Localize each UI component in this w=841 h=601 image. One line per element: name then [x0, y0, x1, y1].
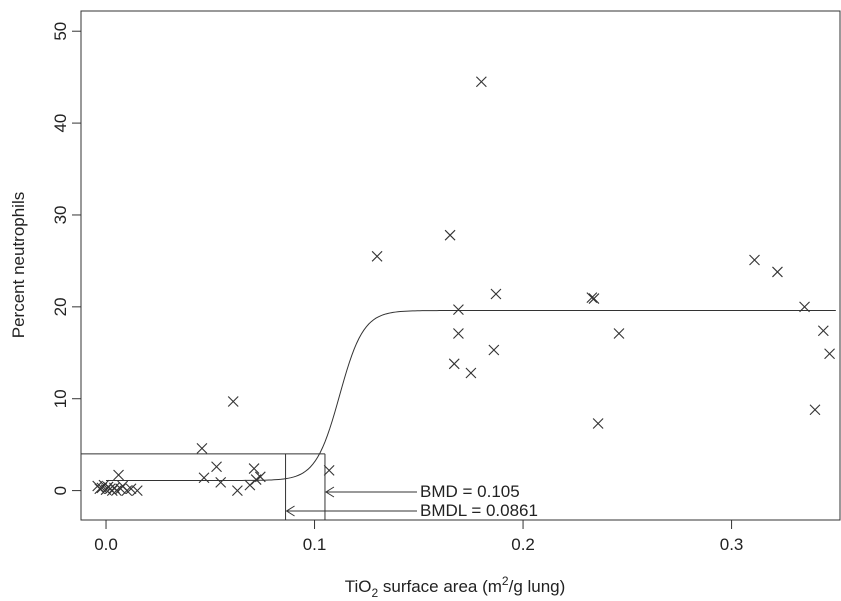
fitted-curve-layer	[106, 310, 836, 481]
bmdl-annotation: BMDL = 0.0861	[420, 501, 538, 520]
data-points	[92, 76, 835, 496]
bmd-annotation: BMD = 0.105	[420, 482, 520, 501]
x-tick-label: 0.3	[720, 535, 744, 554]
data-point	[824, 348, 835, 360]
data-point	[196, 442, 208, 454]
data-point	[749, 254, 760, 266]
x-tick-label: 0.1	[303, 535, 327, 554]
x-axis: 0.0 0.1 0.2 0.3	[94, 520, 743, 554]
y-tick-label: 0	[51, 486, 70, 495]
data-point	[488, 344, 500, 356]
plot-frame	[80, 10, 841, 521]
y-tick-label: 50	[51, 22, 70, 41]
data-point	[490, 288, 502, 300]
data-point	[371, 250, 383, 262]
data-point	[772, 266, 783, 278]
data-point	[588, 293, 600, 304]
data-point	[215, 476, 227, 488]
y-tick-label: 20	[51, 297, 70, 316]
x-axis-title: TiO2 surface area (m2/g lung)	[345, 574, 566, 600]
data-point	[817, 325, 829, 337]
y-axis: 0 10 20 30 40 50	[51, 22, 81, 495]
data-point	[809, 404, 821, 416]
x-tick-label: 0.0	[94, 535, 118, 554]
data-point	[592, 418, 604, 429]
x-tick-label: 0.2	[511, 535, 535, 554]
bmdl-arrow-head	[285, 505, 295, 517]
data-point	[248, 463, 260, 474]
data-point	[799, 301, 810, 313]
data-point	[227, 396, 239, 407]
data-point	[475, 76, 487, 88]
data-point	[444, 229, 456, 241]
data-point	[323, 464, 335, 476]
y-tick-label: 30	[51, 206, 70, 225]
data-point	[448, 358, 460, 370]
data-point	[121, 485, 133, 496]
data-point	[613, 328, 625, 339]
data-point	[125, 483, 137, 495]
fitted-curve	[106, 310, 836, 481]
annotations: BMD = 0.105 BMDL = 0.0861	[420, 482, 538, 520]
data-point	[254, 471, 266, 483]
y-tick-label: 40	[51, 114, 70, 133]
data-point	[113, 469, 124, 481]
data-point	[211, 461, 222, 473]
data-point	[231, 485, 243, 496]
data-point	[453, 328, 464, 339]
data-point	[198, 472, 210, 484]
data-point	[453, 304, 464, 315]
y-axis-title: Percent neutrophils	[9, 192, 28, 338]
benchmark-dose-guides	[81, 453, 417, 520]
data-point	[586, 292, 598, 304]
y-tick-label: 10	[51, 389, 70, 408]
data-point	[131, 485, 143, 496]
bmd-arrow-head	[325, 486, 335, 498]
data-point	[465, 367, 477, 379]
